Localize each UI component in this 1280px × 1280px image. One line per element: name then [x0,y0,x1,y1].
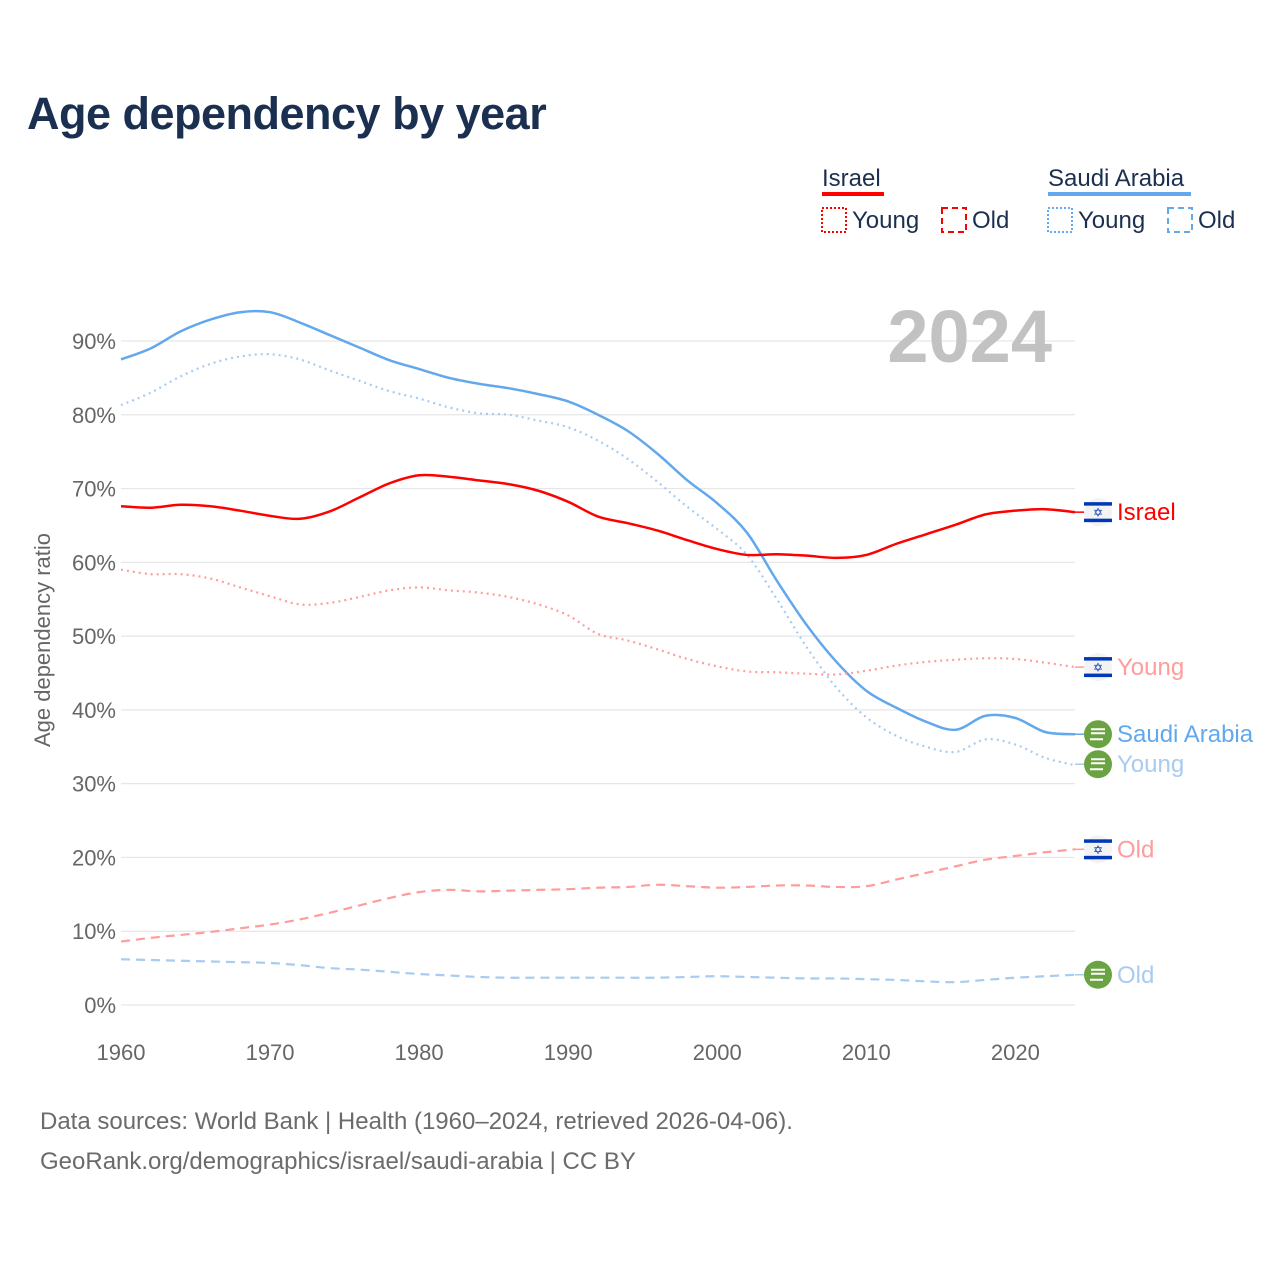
end-label-israel-old: Old [1117,836,1154,863]
x-tick-label: 1980 [395,1040,444,1065]
saudi-flag-emblem [1090,728,1105,741]
israel-flag-stripe [1084,502,1112,506]
legend-item-saudi-arabia-old: Old [1198,207,1235,234]
y-tick-label: 80% [72,403,116,428]
star-of-david-icon: ✡ [1093,661,1103,675]
y-tick-label: 50% [72,624,116,649]
saudi-flag-emblem [1090,968,1105,981]
star-of-david-icon: ✡ [1093,843,1103,857]
series-line-saudi-arabia [120,309,1076,736]
israel-flag-stripe [1084,518,1112,523]
series-line-israel-young [120,568,1076,676]
x-tick-label: 1960 [97,1040,146,1065]
israel-flag-stripe [1084,657,1112,661]
end-label-israel-young: Young [1117,654,1184,681]
x-tick-label: 1990 [544,1040,593,1065]
saudi-flag-emblem [1090,758,1105,771]
star-of-david-icon: ✡ [1093,506,1103,520]
footer-link[interactable]: GeoRank.org/demographics/israel/saudi-ar… [40,1148,636,1175]
israel-flag-stripe [1084,855,1112,860]
y-tick-label: 20% [72,845,116,870]
footer-sources: Data sources: World Bank | Health (1960–… [40,1108,793,1135]
legend-item-saudi-arabia-young: Young [1078,207,1145,234]
israel-flag-stripe [1084,839,1112,843]
series-line-israel-old [120,848,1076,943]
legend-country-saudi-arabia: Saudi Arabia [1048,165,1185,192]
chart-title: Age dependency by year [27,88,547,139]
series-line-saudi-arabia-old [120,958,1076,984]
israel-flag-stripe [1084,673,1112,678]
x-tick-label: 2010 [842,1040,891,1065]
y-axis-label: Age dependency ratio [30,533,55,747]
series-line-israel [120,473,1076,560]
legend-swatch-old [1167,207,1193,233]
y-tick-label: 90% [72,329,116,354]
end-label-saudi-arabia: Saudi Arabia [1117,721,1254,748]
end-label-israel: Israel [1117,499,1176,526]
series-line-saudi-arabia-young [120,353,1076,767]
end-label-saudi-arabia-old: Old [1117,962,1154,989]
year-overlay: 2024 [887,295,1052,378]
legend-country-israel: Israel [822,165,881,192]
end-label-saudi-arabia-young: Young [1117,751,1184,778]
legend-swatch-young [1047,207,1073,233]
y-tick-label: 70% [72,477,116,502]
y-tick-label: 60% [72,550,116,575]
legend-swatch-young [821,207,847,233]
legend-item-israel-old: Old [972,207,1009,234]
legend-item-israel-young: Young [852,207,919,234]
x-tick-label: 2020 [991,1040,1040,1065]
legend-underline-israel [822,192,884,196]
x-tick-label: 2000 [693,1040,742,1065]
y-tick-label: 30% [72,772,116,797]
x-tick-label: 1970 [246,1040,295,1065]
y-tick-label: 40% [72,698,116,723]
y-tick-label: 0% [84,993,116,1018]
legend-underline-saudi-arabia [1048,192,1191,196]
legend-swatch-old [941,207,967,233]
y-tick-label: 10% [72,919,116,944]
